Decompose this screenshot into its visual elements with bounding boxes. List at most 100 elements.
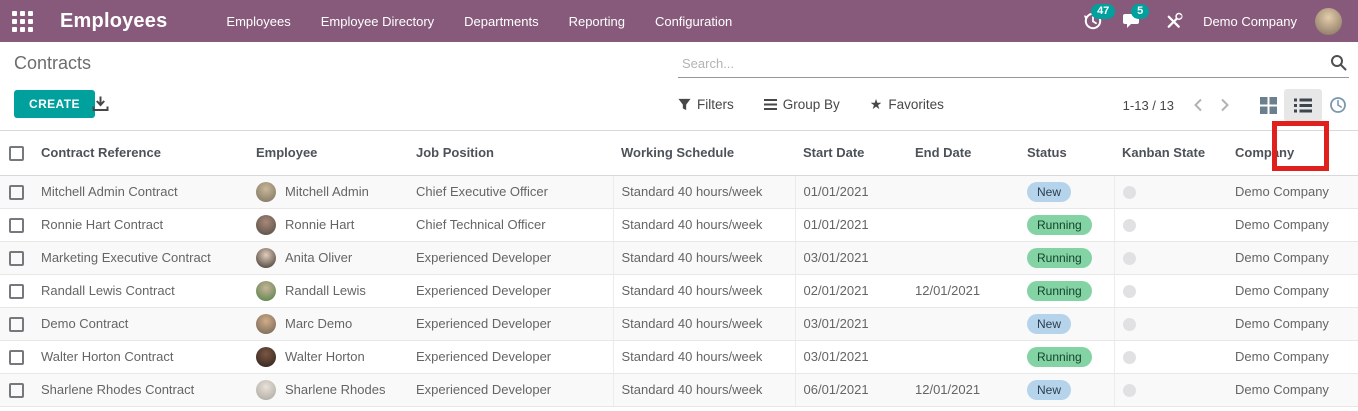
nav-menu-item-employees[interactable]: Employees: [226, 13, 291, 29]
activity-view-button[interactable]: [1322, 89, 1354, 121]
row-checkbox[interactable]: [9, 382, 24, 398]
kanban-state-dot[interactable]: [1122, 252, 1136, 266]
header-working-schedule[interactable]: Working Schedule: [613, 131, 795, 176]
activity-count-badge: 47: [1091, 4, 1116, 19]
debug-tools-button[interactable]: [1153, 0, 1193, 42]
kanban-state-dot[interactable]: [1122, 318, 1136, 332]
search-input[interactable]: Search...: [678, 49, 1349, 78]
cell-employee: Mitchell Admin: [248, 175, 408, 209]
kanban-state-dot[interactable]: [1122, 186, 1136, 200]
header-kanban-state[interactable]: Kanban State: [1114, 131, 1227, 176]
list-view-icon: [1294, 98, 1312, 112]
header-start-date[interactable]: Start Date: [795, 131, 907, 176]
messages-menu-button[interactable]: 5: [1113, 0, 1153, 42]
employee-name: Ronnie Hart: [285, 217, 355, 232]
row-checkbox[interactable]: [9, 316, 24, 332]
cell-job-position: Experienced Developer: [408, 373, 613, 407]
row-select-cell: [0, 373, 33, 407]
table-row[interactable]: Ronnie Hart Contract Ronnie Hart Chief T…: [0, 208, 1358, 242]
kanban-state-dot[interactable]: [1122, 384, 1136, 398]
cell-working-schedule: Standard 40 hours/week: [612, 274, 795, 308]
cell-contract-reference: Walter Horton Contract: [33, 340, 248, 374]
apps-menu-button[interactable]: [0, 0, 44, 42]
cell-working-schedule: Standard 40 hours/week: [612, 307, 795, 341]
status-badge: Running: [1027, 280, 1092, 301]
user-avatar[interactable]: [1315, 7, 1342, 35]
table-row[interactable]: Mitchell Admin Contract Mitchell Admin C…: [0, 175, 1358, 209]
header-end-date[interactable]: End Date: [907, 131, 1019, 176]
contracts-table: Contract Reference Employee Job Position…: [0, 131, 1358, 407]
cell-working-schedule: Standard 40 hours/week: [612, 340, 795, 374]
pager-next-button[interactable]: [1211, 90, 1238, 120]
nav-menu-item-configuration[interactable]: Configuration: [654, 13, 733, 29]
row-checkbox[interactable]: [9, 217, 24, 233]
row-select-cell: [0, 274, 33, 308]
search-button[interactable]: [1330, 54, 1347, 76]
table-row[interactable]: Sharlene Rhodes Contract Sharlene Rhodes…: [0, 373, 1358, 407]
list-view-button[interactable]: [1284, 89, 1322, 121]
activity-menu-button[interactable]: 47: [1073, 0, 1116, 42]
header-contract-reference[interactable]: Contract Reference: [33, 131, 248, 176]
search-placeholder: Search...: [682, 56, 735, 71]
employee-avatar: [256, 313, 276, 334]
cell-kanban-state: [1113, 373, 1227, 407]
employee-avatar: [256, 280, 276, 301]
row-checkbox[interactable]: [9, 349, 24, 365]
table-row[interactable]: Walter Horton Contract Walter Horton Exp…: [0, 340, 1358, 374]
nav-menu-item-employee-directory[interactable]: Employee Directory: [320, 13, 435, 29]
filter-funnel-icon: [678, 98, 691, 110]
activity-view-clock-icon: [1330, 97, 1346, 113]
pager-and-views: 1-13 / 13: [1123, 88, 1354, 122]
export-button[interactable]: [92, 96, 109, 117]
employee-name: Randall Lewis: [285, 283, 366, 298]
favorites-button[interactable]: ★ Favorites: [869, 96, 944, 112]
cell-company: Demo Company: [1227, 307, 1358, 341]
kanban-view-button[interactable]: [1252, 89, 1284, 121]
header-job-position[interactable]: Job Position: [408, 131, 613, 176]
header-company[interactable]: Company: [1227, 131, 1358, 176]
row-checkbox[interactable]: [9, 250, 24, 266]
row-select-cell: [0, 208, 33, 242]
table-row[interactable]: Randall Lewis Contract Randall Lewis Exp…: [0, 274, 1358, 308]
employee-name: Sharlene Rhodes: [285, 382, 386, 397]
cell-kanban-state: [1113, 274, 1227, 308]
cell-contract-reference: Mitchell Admin Contract: [33, 175, 248, 209]
group-by-lines-icon: [763, 98, 777, 110]
cell-end-date: 12/01/2021: [907, 373, 1019, 407]
company-switcher[interactable]: Demo Company: [1203, 13, 1297, 29]
cell-start-date: 03/01/2021: [794, 340, 907, 374]
table-row[interactable]: Marketing Executive Contract Anita Olive…: [0, 241, 1358, 275]
kanban-state-dot[interactable]: [1122, 351, 1136, 365]
create-button[interactable]: CREATE: [14, 90, 95, 118]
header-status[interactable]: Status: [1019, 131, 1114, 176]
row-checkbox[interactable]: [9, 283, 24, 299]
kanban-state-dot[interactable]: [1122, 219, 1136, 233]
cell-contract-reference: Demo Contract: [33, 307, 248, 341]
cell-end-date: 12/01/2021: [907, 274, 1019, 308]
select-all-checkbox[interactable]: [9, 145, 24, 161]
cell-status: Running: [1019, 340, 1114, 374]
row-checkbox[interactable]: [9, 184, 24, 200]
cell-working-schedule: Standard 40 hours/week: [612, 208, 795, 242]
employee-avatar: [256, 247, 276, 268]
filter-bar: Filters Group By ★ Favorites: [678, 90, 944, 118]
row-select-cell: [0, 340, 33, 374]
table-row[interactable]: Demo Contract Marc Demo Experienced Deve…: [0, 307, 1358, 341]
pager-previous-button[interactable]: [1184, 90, 1211, 120]
cell-status: New: [1019, 373, 1114, 407]
cell-start-date: 03/01/2021: [794, 307, 907, 341]
employee-name: Anita Oliver: [285, 250, 353, 265]
view-switcher: [1252, 89, 1354, 121]
cell-start-date: 03/01/2021: [794, 241, 907, 275]
nav-menu-item-departments[interactable]: Departments: [464, 13, 539, 29]
kanban-state-dot[interactable]: [1122, 285, 1136, 299]
control-panel: Contracts Search... CREATE Filters: [0, 42, 1358, 171]
nav-menu-item-reporting[interactable]: Reporting: [568, 13, 625, 29]
header-employee[interactable]: Employee: [248, 131, 408, 176]
filters-button[interactable]: Filters: [678, 97, 734, 112]
cell-start-date: 01/01/2021: [794, 175, 907, 209]
group-by-button[interactable]: Group By: [763, 97, 840, 112]
cell-status: New: [1019, 175, 1114, 209]
select-all-cell: [0, 131, 33, 176]
row-select-cell: [0, 307, 33, 341]
